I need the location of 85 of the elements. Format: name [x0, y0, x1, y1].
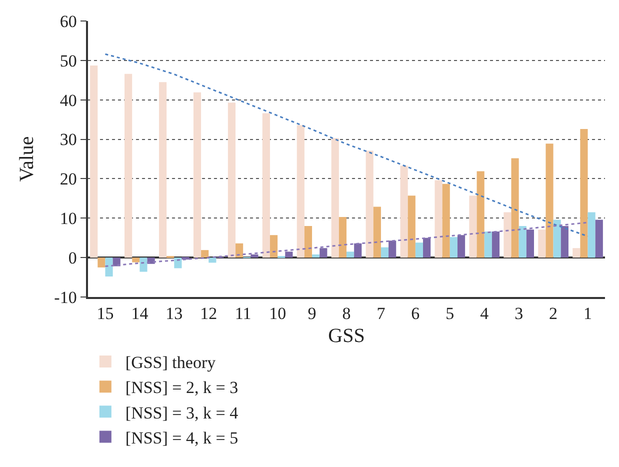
bar [526, 230, 534, 258]
bar [90, 66, 98, 258]
bar [296, 125, 304, 258]
bar [415, 242, 424, 258]
bar [236, 243, 244, 258]
legend-label: [NSS] = 2, k = 3 [125, 378, 238, 398]
bar [338, 216, 346, 258]
bar [366, 150, 374, 258]
bar [140, 258, 148, 272]
x-tick-label: 6 [411, 304, 420, 324]
bar [469, 196, 477, 258]
x-tick-label: 9 [308, 304, 316, 324]
line-series [104, 222, 589, 267]
y-tick-label: 20 [60, 170, 77, 189]
bar [159, 82, 167, 258]
bar [423, 238, 431, 258]
bar [504, 212, 512, 258]
x-tick-label: 3 [514, 304, 524, 324]
y-axis-title: Value [16, 136, 38, 182]
line-series [104, 53, 589, 238]
y-tick-label: 10 [60, 209, 77, 228]
legend-label: [GSS] theory [125, 353, 216, 372]
bar [572, 248, 580, 258]
bar [270, 235, 278, 258]
x-tick-label: 1 [584, 304, 592, 324]
bar [484, 232, 492, 258]
bar [312, 254, 320, 258]
bar [262, 113, 270, 258]
bar [408, 196, 416, 258]
x-tick-label: 14 [131, 304, 149, 324]
y-tick-label: -10 [54, 288, 77, 307]
bar [518, 226, 526, 258]
bar [588, 212, 596, 258]
bar [580, 129, 588, 258]
x-tick-label: 7 [376, 304, 386, 324]
y-tick-label: 0 [68, 248, 77, 268]
bar [457, 235, 466, 258]
bar [346, 252, 354, 258]
x-tick-label: 12 [200, 304, 218, 324]
bar [98, 258, 106, 268]
bar [373, 206, 381, 258]
bar [492, 232, 500, 258]
bar [320, 248, 328, 258]
y-tick-label: 50 [60, 51, 77, 70]
x-tick-label: 11 [234, 304, 252, 324]
y-tick-label: 30 [60, 130, 77, 150]
legend-label: [NSS] = 3, k = 4 [125, 403, 239, 422]
bar [105, 258, 113, 276]
x-tick-label: 10 [269, 304, 286, 324]
bar [285, 252, 293, 258]
x-tick-label: 5 [446, 304, 454, 324]
bar [476, 171, 484, 258]
bar [304, 226, 312, 258]
y-tick-label: 40 [60, 90, 77, 110]
bar [434, 180, 442, 258]
bar [400, 166, 408, 258]
bar [553, 220, 561, 258]
bar [546, 144, 554, 258]
bar [174, 258, 182, 268]
bar [331, 138, 339, 258]
bar [450, 237, 458, 258]
x-tick-label: 13 [166, 304, 183, 324]
y-tick-label: 60 [60, 12, 77, 31]
bar [112, 258, 120, 266]
x-axis-title: GSS [328, 325, 365, 348]
bar [208, 258, 216, 263]
bar [595, 220, 603, 258]
bar [354, 243, 362, 258]
x-tick-label: 2 [549, 304, 558, 324]
bar [201, 250, 209, 258]
bar [511, 158, 519, 258]
legend-label: [NSS] = 4, k = 5 [125, 428, 238, 448]
bar [193, 92, 202, 258]
bar [388, 240, 396, 258]
bar [132, 258, 140, 262]
bar [442, 184, 450, 258]
bar [380, 247, 389, 258]
x-tick-label: 4 [480, 304, 490, 324]
x-tick-label: 8 [342, 304, 351, 324]
bar [228, 102, 236, 258]
x-tick-label: 15 [96, 304, 114, 324]
bar [538, 230, 546, 258]
bar [124, 74, 132, 258]
bar [250, 254, 258, 258]
bar [560, 226, 568, 258]
